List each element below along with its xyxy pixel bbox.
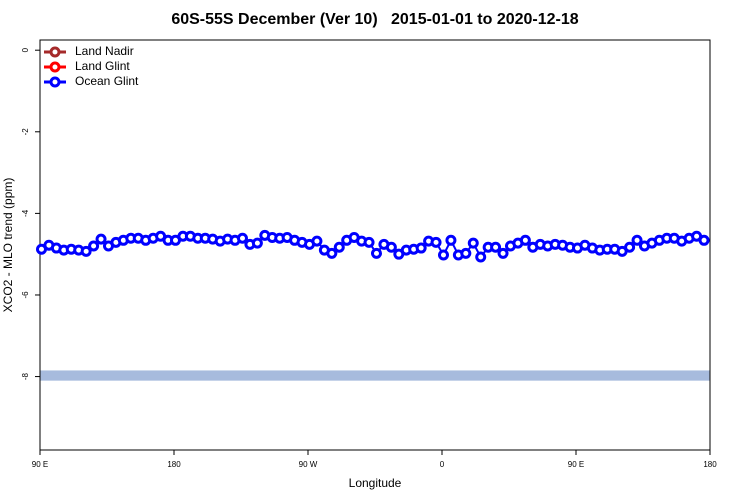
y-axis-label: XCO2 - MLO trend (ppm): [1, 178, 15, 313]
y-tick-label: -2: [21, 128, 30, 136]
data-point: [430, 236, 442, 248]
data-point: [385, 241, 397, 253]
data-point: [363, 236, 375, 248]
x-tick-label: 90 W: [299, 460, 318, 469]
data-point: [333, 241, 345, 253]
data-point: [497, 247, 509, 259]
data-point: [80, 245, 92, 257]
data-point: [460, 247, 472, 259]
x-tick-label: 180: [167, 460, 181, 469]
x-tick-label: 180: [703, 460, 717, 469]
y-tick-label: 0: [21, 47, 30, 52]
data-point: [698, 234, 710, 246]
data-point: [311, 235, 323, 247]
y-tick-label: -4: [21, 209, 30, 217]
legend-label: Land Glint: [75, 59, 130, 73]
data-point: [467, 237, 479, 249]
legend-swatch-marker: [49, 46, 61, 58]
data-point: [236, 232, 248, 244]
data-point: [415, 242, 427, 254]
data-point: [251, 237, 263, 249]
data-point: [631, 234, 643, 246]
data-point: [490, 241, 502, 253]
data-point: [445, 234, 457, 246]
legend-swatch-marker: [49, 76, 61, 88]
legend-label: Land Nadir: [75, 44, 134, 58]
y-tick-label: -6: [21, 291, 30, 299]
y-tick-label: -8: [21, 372, 30, 380]
legend-swatch-marker: [49, 61, 61, 73]
data-point: [475, 251, 487, 263]
x-axis-label: Longitude: [349, 476, 402, 490]
reference-band: [40, 370, 710, 381]
data-point: [88, 240, 100, 252]
x-tick-label: 0: [440, 460, 445, 469]
legend-label: Ocean Glint: [75, 74, 139, 88]
data-point: [326, 247, 338, 259]
data-point: [437, 249, 449, 261]
data-point: [624, 241, 636, 253]
x-tick-label: 90 E: [32, 460, 48, 469]
data-point: [370, 247, 382, 259]
chart-title: 60S-55S December (Ver 10) 2015-01-01 to …: [171, 11, 578, 28]
data-point: [95, 233, 107, 245]
data-point: [519, 234, 531, 246]
x-tick-label: 90 E: [568, 460, 584, 469]
